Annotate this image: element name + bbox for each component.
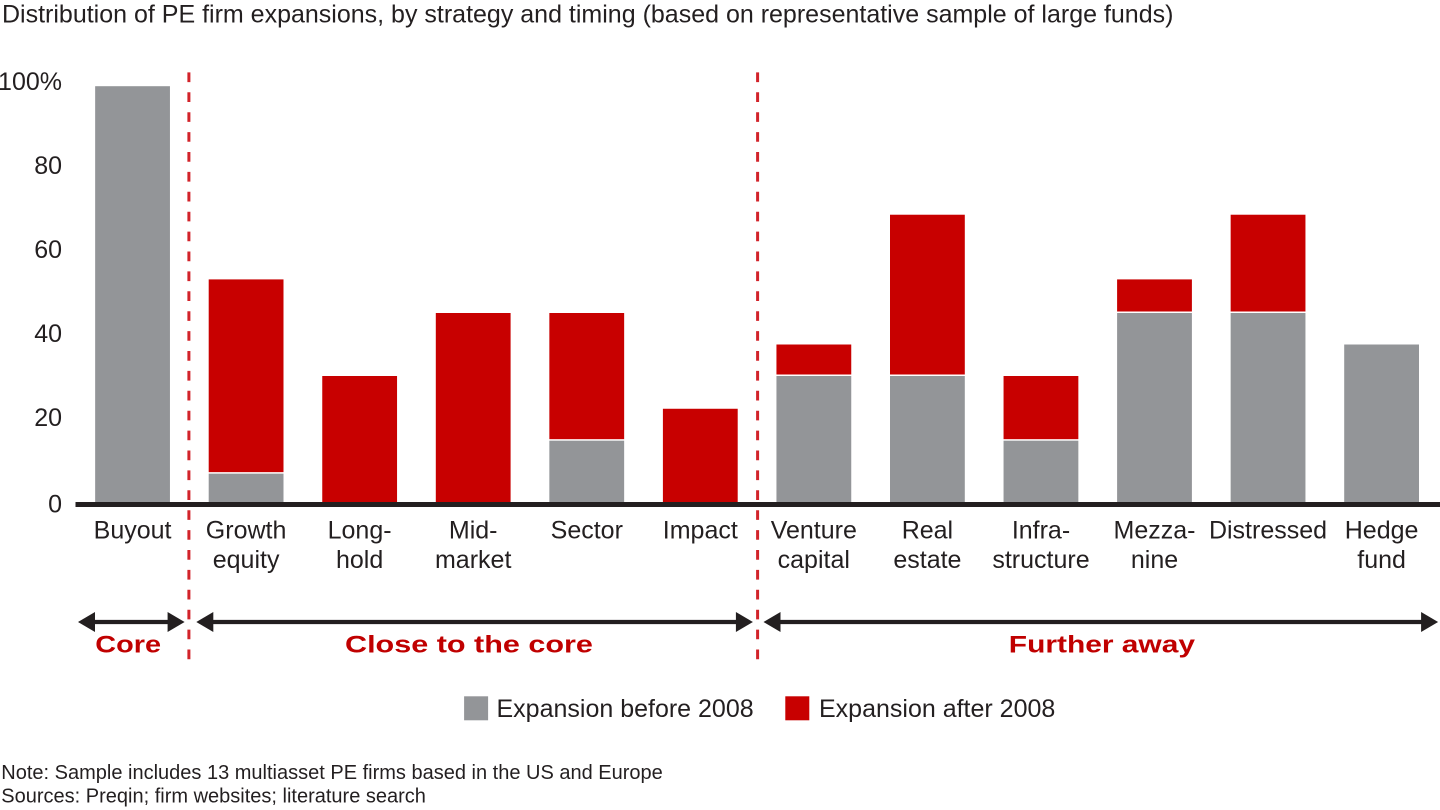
svg-text:80: 80 [34, 152, 62, 180]
svg-text:Sources: Preqin; firm websites: Sources: Preqin; firm websites; literatu… [1, 786, 426, 808]
svg-text:Core: Core [95, 631, 161, 658]
svg-text:40: 40 [34, 320, 62, 348]
svg-text:Long-: Long- [328, 517, 392, 545]
svg-text:Note: Sample includes 13 multi: Note: Sample includes 13 multiasset PE f… [1, 762, 662, 784]
svg-text:Mid-: Mid- [449, 517, 498, 545]
svg-text:nine: nine [1131, 546, 1178, 574]
svg-text:0: 0 [48, 491, 62, 519]
svg-text:100%: 100% [0, 68, 62, 96]
svg-text:Close to the core: Close to the core [345, 631, 593, 658]
svg-text:Distressed: Distressed [1209, 517, 1327, 545]
svg-text:estate: estate [893, 546, 961, 574]
svg-text:Impact: Impact [663, 517, 738, 545]
svg-text:Distribution of PE firm expans: Distribution of PE firm expansions, by s… [2, 1, 1173, 29]
svg-text:Hedge: Hedge [1345, 517, 1419, 545]
svg-text:Sector: Sector [551, 517, 623, 545]
svg-text:fund: fund [1357, 546, 1406, 574]
svg-text:20: 20 [34, 404, 62, 432]
svg-text:equity: equity [213, 546, 280, 574]
svg-text:Further away: Further away [1009, 631, 1195, 658]
svg-text:capital: capital [778, 546, 850, 574]
svg-text:Real: Real [902, 517, 953, 545]
svg-text:Infra-: Infra- [1012, 517, 1070, 545]
svg-text:Expansion after 2008: Expansion after 2008 [819, 695, 1055, 723]
svg-text:Mezza-: Mezza- [1114, 517, 1196, 545]
svg-text:Venture: Venture [771, 517, 857, 545]
svg-text:Buyout: Buyout [94, 517, 172, 545]
svg-text:market: market [435, 546, 511, 574]
svg-text:hold: hold [336, 546, 383, 574]
svg-text:60: 60 [34, 236, 62, 264]
svg-text:Expansion before 2008: Expansion before 2008 [497, 695, 754, 723]
svg-text:structure: structure [992, 546, 1089, 574]
svg-text:Growth: Growth [206, 517, 287, 545]
